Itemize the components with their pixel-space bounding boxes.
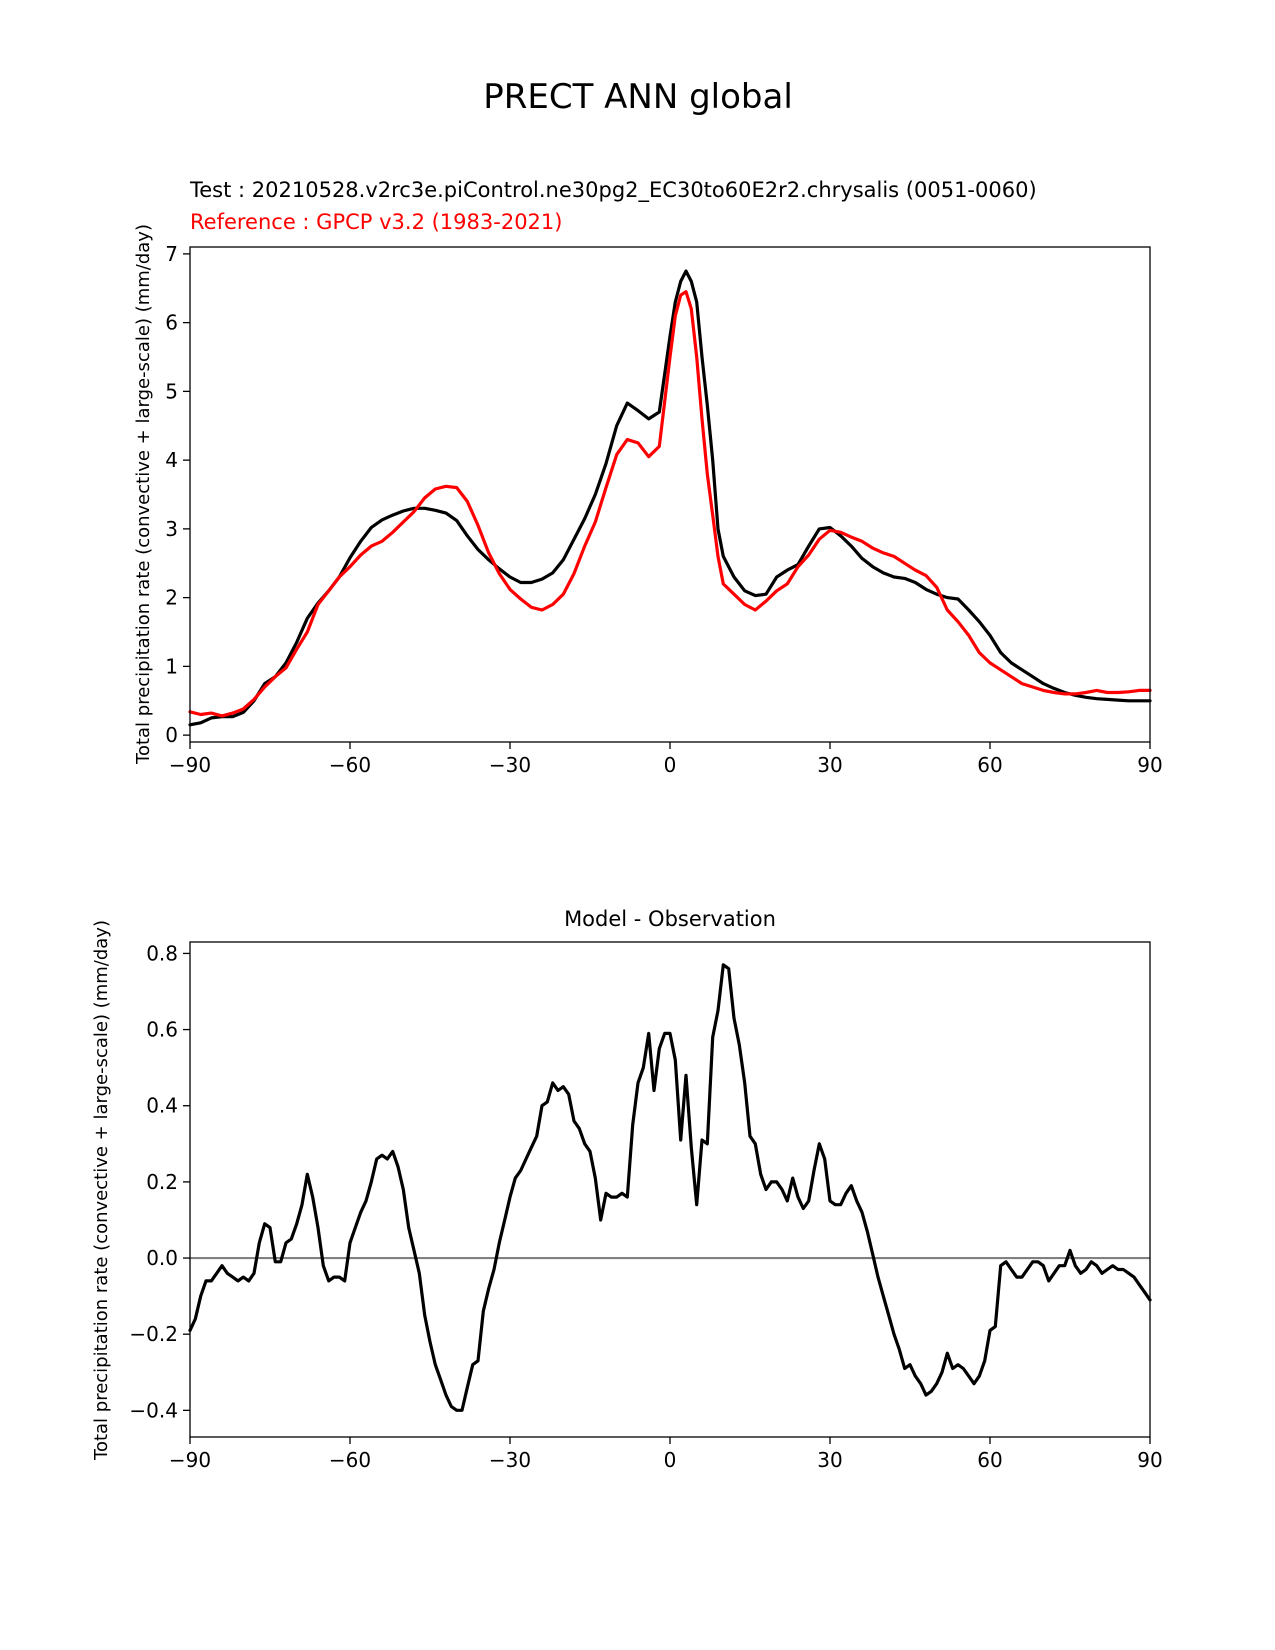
- top-axis-layer: −90 −60 −30 0 30 60 90 0 1 2 3 4 5 6 7: [165, 242, 1162, 777]
- top-plot-frame: [189, 246, 1151, 743]
- top-series-layer: [188, 269, 1152, 727]
- x-tick-label: 90: [1137, 1448, 1162, 1472]
- y-tick-label: −0.4: [129, 1398, 178, 1422]
- bottom-plot-frame: [189, 941, 1151, 1438]
- y-tick-label: 7: [165, 242, 178, 266]
- x-tick-label: 60: [977, 1448, 1002, 1472]
- x-tick-label: −90: [169, 1448, 211, 1472]
- x-tick-label: 0: [664, 1448, 677, 1472]
- y-tick-label: 0.2: [146, 1170, 178, 1194]
- series-line-model-observation: [188, 963, 1152, 1412]
- x-tick-label: 30: [817, 753, 842, 777]
- y-tick-label: 5: [165, 379, 178, 403]
- difference-title: Model - Observation: [564, 907, 776, 931]
- x-tick-label: −90: [169, 753, 211, 777]
- bottom-axis-layer: −90 −60 −30 0 30 60 90 −0.4 −0.2 0.0 0.2 0.4 0.6 0.8: [129, 941, 1162, 1472]
- top-y-axis-label: Total precipitation rate (convective + l…: [133, 224, 154, 765]
- x-tick-label: 90: [1137, 753, 1162, 777]
- y-tick-label: 2: [165, 586, 178, 610]
- y-tick-label: 0.4: [146, 1094, 178, 1118]
- x-tick-label: −60: [329, 1448, 371, 1472]
- x-tick-label: −60: [329, 753, 371, 777]
- series-line-test: [188, 269, 1152, 727]
- y-tick-label: 1: [165, 654, 178, 678]
- reference-title: Reference : GPCP v3.2 (1983-2021): [190, 210, 562, 234]
- y-tick-label: 4: [165, 448, 178, 472]
- figure-title: PRECT ANN global: [483, 77, 793, 117]
- x-tick-label: 30: [817, 1448, 842, 1472]
- x-tick-label: 0: [664, 753, 677, 777]
- series-line-reference: [188, 290, 1152, 718]
- top-chart: Test : 20210528.v2rc3e.piControl.ne30pg2…: [133, 178, 1163, 777]
- y-tick-label: 0.6: [146, 1018, 178, 1042]
- x-tick-label: −30: [489, 753, 531, 777]
- y-tick-label: 0.8: [146, 941, 178, 965]
- y-tick-label: 0.0: [146, 1246, 178, 1270]
- bottom-y-axis-label: Total precipitation rate (convective + l…: [91, 920, 112, 1461]
- test-title: Test : 20210528.v2rc3e.piControl.ne30pg2…: [189, 178, 1037, 203]
- bottom-chart: Model - Observation Total precipitation …: [91, 907, 1163, 1472]
- y-tick-label: 6: [165, 311, 178, 335]
- y-tick-label: 0: [165, 723, 178, 747]
- bottom-series-layer: [188, 963, 1152, 1412]
- x-tick-label: −30: [489, 1448, 531, 1472]
- x-tick-label: 60: [977, 753, 1002, 777]
- y-tick-label: 3: [165, 517, 178, 541]
- y-tick-label: −0.2: [129, 1322, 178, 1346]
